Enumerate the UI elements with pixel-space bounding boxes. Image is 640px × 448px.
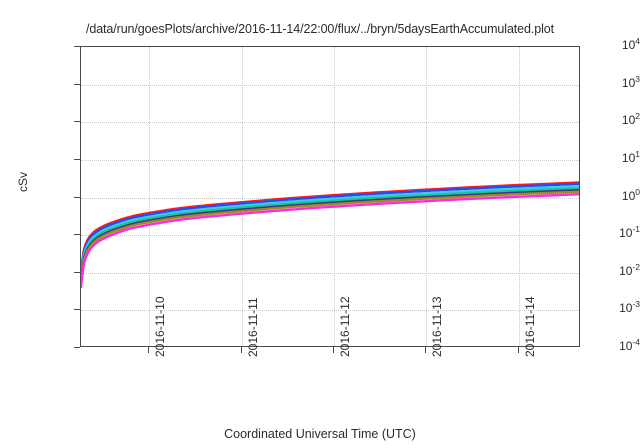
y-axis-tick-label: 104 (621, 36, 640, 52)
data-series-curve-2 (81, 182, 579, 276)
data-series-curve-3 (81, 185, 579, 279)
gridline-vertical (149, 47, 150, 346)
x-axis-tick-label: 2016-11-14 (522, 296, 537, 358)
data-series-curve-7 (81, 192, 579, 289)
y-axis-tick-label: 10-2 (619, 261, 640, 278)
y-axis-tick-mark (74, 83, 80, 85)
x-axis-tick-label: 2016-11-13 (430, 296, 444, 358)
y-axis-tick-mark (74, 121, 80, 123)
data-series-curve-6 (81, 190, 579, 286)
x-axis-tick-mark (517, 347, 519, 353)
y-axis-tick-mark (74, 158, 80, 160)
data-series-curve-1 (81, 181, 579, 274)
gridline-horizontal (81, 159, 579, 161)
gridline-horizontal (81, 272, 579, 274)
y-axis-tick-label: 10-3 (619, 299, 640, 316)
gridline-vertical (241, 47, 243, 346)
x-axis-tick-mark (425, 347, 426, 353)
x-axis-label: Coordinated Universal Time (UTC) (224, 427, 416, 441)
y-axis-tick-mark (74, 271, 80, 273)
y-axis-tick-label: 100 (621, 186, 640, 203)
y-axis-tick-mark (74, 347, 80, 348)
page-title: /data/run/goesPlots/archive/2016-11-14/2… (85, 22, 555, 36)
x-axis-tick-mark (333, 347, 334, 353)
y-axis-tick-mark (74, 46, 80, 47)
gridline-horizontal (81, 235, 579, 237)
y-axis-tick-mark (74, 309, 80, 311)
gridline-horizontal (81, 84, 579, 86)
x-axis-tick-label: 2016-11-12 (338, 296, 352, 358)
plot-area (80, 46, 580, 347)
gridline-horizontal (81, 122, 579, 124)
x-axis-tick-mark (148, 347, 149, 353)
y-axis-tick-label: 10-1 (619, 224, 640, 241)
x-axis-tick-label: 2016-11-10 (153, 296, 167, 358)
y-axis-tick-mark (74, 234, 80, 236)
gridline-horizontal (81, 310, 579, 312)
y-axis-tick-label: 102 (621, 111, 640, 128)
y-axis-tick-label: 101 (621, 148, 640, 165)
y-axis-tick-label: 103 (621, 73, 640, 90)
x-axis-tick-label: 2016-11-11 (245, 297, 260, 357)
y-axis-tick-mark (74, 196, 80, 198)
y-axis-tick-label: 10-4 (619, 337, 640, 353)
y-axis-label: cSv (16, 172, 30, 193)
x-axis-tick-mark (240, 347, 242, 353)
data-series-curve-4 (81, 186, 579, 281)
data-curves (81, 181, 579, 289)
